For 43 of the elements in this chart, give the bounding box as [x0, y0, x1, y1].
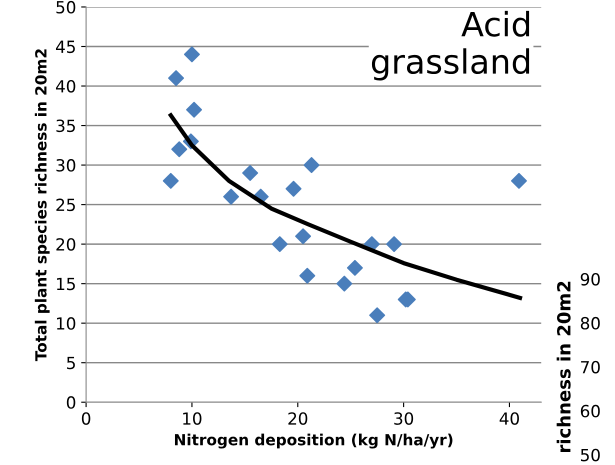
y-tick-label: 5	[67, 356, 75, 370]
y-tick-label: 45	[56, 40, 75, 54]
line-series	[168, 113, 522, 300]
y-tick-label: 35	[56, 120, 75, 132]
y-axis-title: richness in 20m2	[556, 282, 571, 452]
point	[299, 268, 316, 284]
point	[223, 188, 240, 205]
x-tick-label: 40	[500, 412, 519, 425]
point	[184, 46, 200, 62]
point	[510, 172, 527, 189]
y-tick-label: 70	[581, 360, 600, 374]
y-tick-label: 0	[66, 396, 76, 409]
point	[286, 180, 302, 197]
point	[242, 165, 258, 181]
point	[171, 141, 188, 158]
y-tick-label: 50	[580, 448, 600, 462]
point	[304, 157, 320, 174]
x-tick-label: 10	[183, 412, 202, 425]
y-tick-label: 60	[580, 404, 600, 418]
y-tick-label: 10	[57, 317, 76, 330]
point	[336, 276, 352, 292]
point	[386, 236, 402, 252]
x-tick-label: 30	[394, 412, 414, 425]
y-tick-label: 30	[56, 159, 76, 172]
y-axis-title: Total plant species richness in 20m2	[34, 49, 50, 362]
point	[272, 236, 288, 252]
point	[369, 307, 386, 324]
y-tick-label: 50	[56, 0, 76, 14]
x-axis-title: Nitrogen deposition (kg N/ha/yr)	[174, 434, 452, 449]
point	[186, 102, 202, 118]
point	[295, 228, 312, 244]
point	[346, 260, 363, 276]
point	[162, 172, 179, 189]
y-tick-label: 40	[56, 80, 76, 93]
text: Acid grassland	[372, 10, 530, 81]
y-tick-label: 80	[580, 316, 600, 330]
y-tick-label: 25	[56, 198, 75, 212]
y-tick-label: 20	[56, 238, 76, 251]
point	[168, 70, 184, 86]
y-tick-label: 90	[580, 272, 600, 286]
x-tick-label: 20	[288, 412, 308, 425]
y-tick-label: 15	[57, 278, 75, 290]
x-tick-label: 0	[82, 412, 90, 425]
